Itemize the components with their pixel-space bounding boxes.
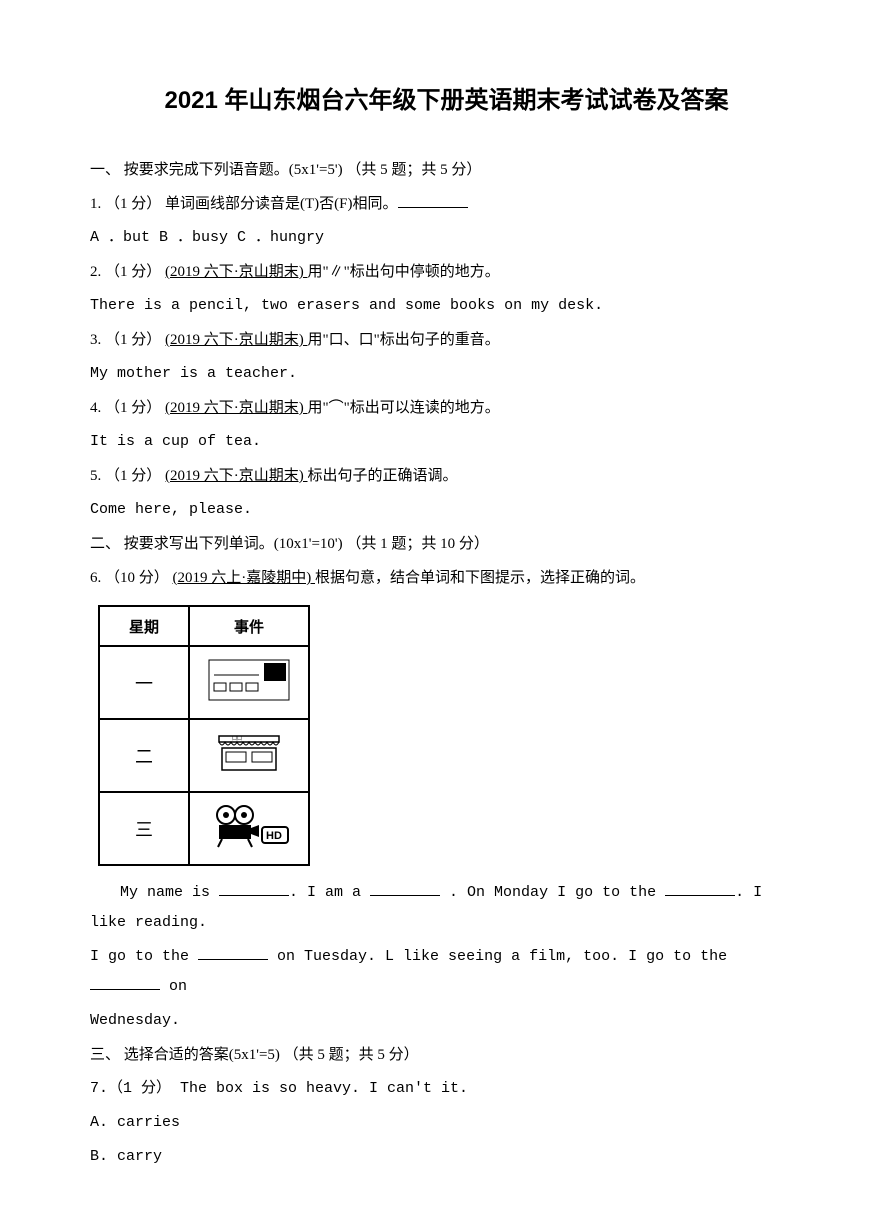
question-7-prompt: 7.（1 分） The box is so heavy. I can't it. <box>90 1074 803 1104</box>
day-monday: 一 <box>99 646 189 719</box>
event-monday <box>189 646 309 719</box>
p-text-7: on <box>160 978 187 995</box>
q3-source-link: (2019 六下·京山期末) <box>165 332 308 348</box>
schedule-table: 星期 事件 一 二 口口 <box>98 605 310 866</box>
q2-suffix: 用"∥"标出句中停顿的地方。 <box>308 264 500 280</box>
classroom-icon <box>204 655 294 705</box>
p-text-2: . I am a <box>289 884 370 901</box>
day-wednesday: 三 <box>99 792 189 865</box>
q4-suffix: 用"⌒"标出可以连读的地方。 <box>308 400 500 416</box>
blank-occupation <box>370 881 440 896</box>
event-wednesday: HD <box>189 792 309 865</box>
q2-prefix: 2. （1 分） <box>90 264 165 280</box>
question-7-option-b: B. carry <box>90 1142 803 1172</box>
q6-suffix: 根据句意，结合单词和下图提示，选择正确的词。 <box>315 570 645 586</box>
question-7-option-a: A. carries <box>90 1108 803 1138</box>
question-4-sentence: It is a cup of tea. <box>90 427 803 457</box>
shop-icon: 口口 <box>204 728 294 778</box>
question-2-prompt: 2. （1 分） (2019 六下·京山期末) 用"∥"标出句中停顿的地方。 <box>90 257 803 287</box>
q1-blank <box>398 193 468 208</box>
q3-prefix: 3. （1 分） <box>90 332 165 348</box>
svg-text:口口: 口口 <box>232 736 242 742</box>
section-1-header: 一、 按要求完成下列语音题。(5x1'=5') （共 5 题；共 5 分） <box>90 155 803 185</box>
section-3-header: 三、 选择合适的答案(5x1'=5) （共 5 题；共 5 分） <box>90 1040 803 1070</box>
day-tuesday: 二 <box>99 719 189 792</box>
day-header: 星期 <box>99 606 189 646</box>
q1-text: 1. （1 分） 单词画线部分读音是(T)否(F)相同。 <box>90 196 398 212</box>
q6-source-link: (2019 六上·嘉陵期中) <box>173 570 316 586</box>
document-title: 2021 年山东烟台六年级下册英语期末考试试卷及答案 <box>90 80 803 115</box>
fill-paragraph-line3: Wednesday. <box>90 1006 803 1036</box>
p-text-1: My name is <box>120 884 219 901</box>
q3-suffix: 用"口、口"标出句子的重音。 <box>308 332 500 348</box>
table-row: 一 <box>99 646 309 719</box>
question-5-prompt: 5. （1 分） (2019 六下·京山期末) 标出句子的正确语调。 <box>90 461 803 491</box>
svg-text:HD: HD <box>266 830 282 842</box>
q5-source-link: (2019 六下·京山期末) <box>165 468 308 484</box>
q5-prefix: 5. （1 分） <box>90 468 165 484</box>
blank-tuesday <box>198 945 268 960</box>
question-6-prompt: 6. （10 分） (2019 六上·嘉陵期中) 根据句意，结合单词和下图提示，… <box>90 563 803 593</box>
blank-wednesday <box>90 975 160 990</box>
fill-paragraph-line1: My name is . I am a . On Monday I go to … <box>90 878 803 938</box>
blank-name <box>219 881 289 896</box>
event-header: 事件 <box>189 606 309 646</box>
fill-paragraph-line2: I go to the on Tuesday. L like seeing a … <box>90 942 803 1002</box>
question-5-sentence: Come here, please. <box>90 495 803 525</box>
q4-prefix: 4. （1 分） <box>90 400 165 416</box>
q2-source-link: (2019 六下·京山期末) <box>165 264 308 280</box>
question-4-prompt: 4. （1 分） (2019 六下·京山期末) 用"⌒"标出可以连读的地方。 <box>90 393 803 423</box>
question-1-options: A ．but B ．busy C ．hungry <box>90 223 803 253</box>
p-text-6: on Tuesday. L like seeing a film, too. I… <box>268 948 727 965</box>
question-3-sentence: My mother is a teacher. <box>90 359 803 389</box>
question-1-prompt: 1. （1 分） 单词画线部分读音是(T)否(F)相同。 <box>90 189 803 219</box>
p-text-5: I go to the <box>90 948 198 965</box>
q4-source-link: (2019 六下·京山期末) <box>165 400 308 416</box>
p-text-3: . On Monday I go to the <box>440 884 665 901</box>
projector-icon: HD <box>204 801 294 851</box>
section-2-header: 二、 按要求写出下列单词。(10x1'=10') （共 1 题；共 10 分） <box>90 529 803 559</box>
table-row: 三 HD <box>99 792 309 865</box>
blank-monday <box>665 881 735 896</box>
q6-prefix: 6. （10 分） <box>90 570 173 586</box>
event-tuesday: 口口 <box>189 719 309 792</box>
table-row: 二 口口 <box>99 719 309 792</box>
question-2-sentence: There is a pencil, two erasers and some … <box>90 291 803 321</box>
table-header-row: 星期 事件 <box>99 606 309 646</box>
q5-suffix: 标出句子的正确语调。 <box>308 468 458 484</box>
question-3-prompt: 3. （1 分） (2019 六下·京山期末) 用"口、口"标出句子的重音。 <box>90 325 803 355</box>
